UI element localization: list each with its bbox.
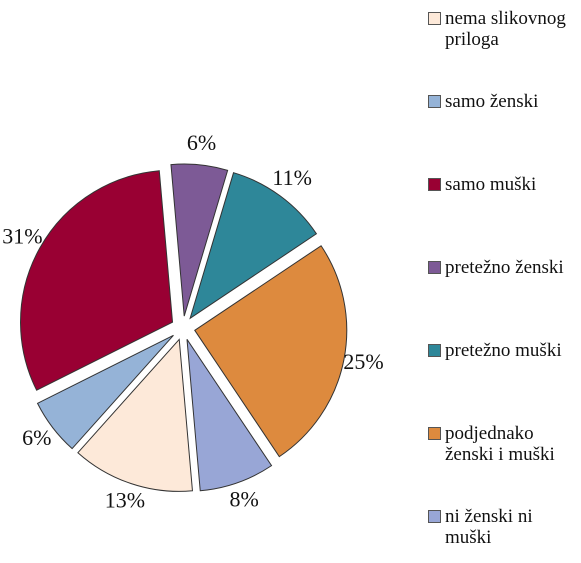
data-label: 13% [105,488,145,513]
data-label: 11% [272,165,312,190]
legend-label: ni ženski ni muški [445,506,533,548]
legend-label: podjednako ženski i muški [445,423,555,465]
legend-item: pretežno ženski [428,257,578,278]
legend-label: samo ženski [445,91,539,112]
legend-swatch [428,510,441,523]
pie-slice [186,339,273,492]
pie-slice [170,163,229,317]
data-label: 6% [22,425,51,450]
legend-swatch [428,427,441,440]
pie-slice [194,245,348,458]
legend-item: podjednako ženski i muški [428,423,578,465]
legend-item: samo ženski [428,91,578,112]
legend-label: pretežno muški [445,340,562,361]
pie-slice [36,334,174,450]
data-label: 6% [187,130,216,155]
legend-swatch [428,261,441,274]
legend-label: nema slikovnog priloga [445,8,566,50]
legend-item: ni ženski ni muški [428,506,578,548]
legend-label: samo muški [445,174,537,195]
pie-area: 13% 6% 31% 6% 11% 25% 8% [2,130,383,513]
data-label: 8% [229,487,258,512]
legend-item: nema slikovnog priloga [428,8,578,50]
legend-swatch [428,12,441,25]
legend-item: pretežno muški [428,340,578,361]
data-label: 25% [343,349,383,374]
legend-label: pretežno ženski [445,257,564,278]
pie-slice [20,170,174,391]
legend-swatch [428,344,441,357]
legend-swatch [428,178,441,191]
data-label: 31% [2,223,42,248]
pie-slice [189,172,318,320]
pie-slice [77,338,194,492]
legend-swatch [428,95,441,108]
legend-item: samo muški [428,174,578,195]
